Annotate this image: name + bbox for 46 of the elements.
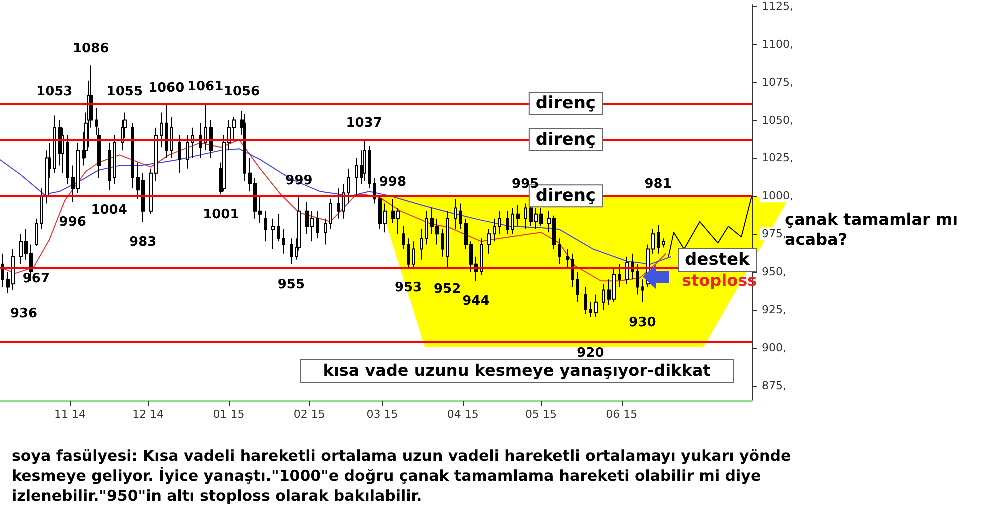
y-tick-label: 925,	[762, 303, 786, 316]
annotation: 1004	[91, 203, 128, 218]
annotation: 995	[512, 177, 540, 192]
x-tick-label: 12 14	[132, 408, 164, 421]
x-tick-label: 04 15	[447, 408, 479, 421]
y-tick-label: 900,	[762, 341, 786, 354]
annotation: 944	[462, 294, 490, 310]
x-tick-label: 05 15	[525, 408, 557, 421]
x-tick-label: 02 15	[294, 408, 326, 421]
annotation: 1053	[36, 84, 73, 100]
annotation: kısa vade uzunu kesmeye yanaşıyor-dikkat	[300, 359, 734, 383]
ref-line-label: direnç	[536, 130, 596, 150]
y-tick-label: 1125,	[762, 0, 794, 13]
x-tick-label: 03 15	[366, 408, 398, 421]
annotation: 930	[629, 315, 656, 330]
annotation: 955	[278, 277, 306, 292]
x-tick-label: 01 15	[213, 408, 245, 421]
y-tick-label: 975,	[762, 228, 786, 241]
annotation: 1037	[346, 116, 382, 132]
x-tick-label: 11 14	[54, 408, 86, 421]
annotation: 1086	[72, 42, 110, 57]
annotation: 981	[644, 177, 672, 192]
annotation: 996	[59, 215, 86, 230]
annotation: 1061	[187, 80, 224, 95]
annotation: 1055	[106, 84, 143, 100]
y-tick-label: 875,	[762, 379, 786, 392]
annotation: 1056	[224, 84, 260, 100]
annotation: 983	[130, 234, 157, 250]
annotation: destek	[678, 248, 757, 272]
x-tick-label: 06 15	[606, 408, 638, 421]
annotation: 952	[434, 282, 462, 297]
annotation: 998	[379, 175, 406, 190]
y-tick-label: 1050,	[762, 114, 794, 127]
annotation: 936	[10, 306, 38, 322]
text: soya fasülyesi: Kısa vadeli hareketli ortalama uzun vadeli hareketli ortalamayı yukarı yönde kesmeye geliyor. İyice yanaştı."1000"e doğru çanak tamamlama hareketi olabilir mi diye izlenebilir."950"in altı stoploss olarak bakılabilir.	[12, 446, 792, 506]
annotation: 967	[22, 271, 50, 286]
y-tick-label: 1000,	[762, 190, 794, 203]
text: çanak tamamlar mı acaba?	[785, 210, 960, 250]
y-tick-label: 1075,	[762, 76, 794, 89]
annotation: 920	[577, 346, 604, 361]
annotation: 1001	[203, 208, 240, 223]
ref-line-label: direnç	[536, 94, 596, 114]
y-tick-label: 1025,	[762, 152, 794, 165]
annotation: 1060	[148, 81, 185, 96]
y-tick-label: 950,	[762, 266, 786, 279]
y-tick-label: 1100,	[762, 38, 794, 51]
